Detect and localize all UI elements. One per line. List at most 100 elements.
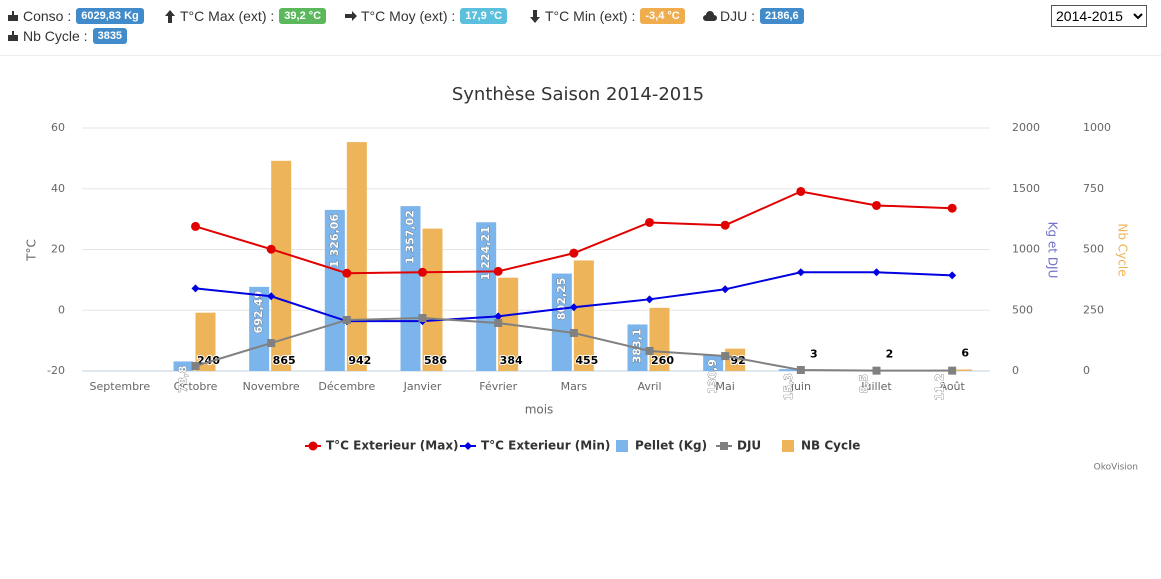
point	[494, 312, 503, 321]
y2-tick-label: 1000	[1012, 243, 1040, 256]
stat-badge: -3,4 °C	[640, 8, 685, 24]
stat-badge: 6029,83 Kg	[76, 8, 144, 24]
x-axis-title: mois	[525, 403, 554, 417]
x-tick-label: Septembre	[90, 380, 151, 393]
data-label: 802,25	[555, 278, 568, 320]
point	[267, 339, 276, 348]
point	[191, 284, 200, 293]
point	[266, 244, 276, 254]
legend-label: Pellet (Kg)	[635, 439, 707, 453]
legend-marker	[464, 442, 472, 450]
stat: Conso :6029,83 Kg	[6, 8, 144, 24]
data-label: 1 326,06	[328, 214, 341, 268]
legend-label: NB Cycle	[801, 439, 860, 453]
stat-label: T°C Moy (ext) :	[361, 8, 456, 24]
stat-icon	[345, 11, 357, 21]
y-tick-label: 0	[58, 303, 65, 316]
icon-shape	[530, 10, 540, 23]
data-label: 6	[961, 347, 969, 360]
x-tick-label: Novembre	[243, 380, 300, 393]
y2-tick-label: 0	[1012, 364, 1019, 377]
y-tick-label: 20	[51, 243, 65, 256]
point	[948, 366, 957, 375]
season-select[interactable]: 2014-2015	[1051, 5, 1147, 27]
x-tick-label: Août	[939, 380, 965, 393]
stat-badge: 17,9 °C	[460, 8, 508, 24]
bar	[249, 286, 270, 371]
data-label: 383,1	[631, 328, 644, 363]
point	[191, 221, 200, 231]
point	[569, 328, 578, 337]
data-label: 260	[651, 354, 674, 367]
point	[493, 266, 503, 276]
stat: Nb Cycle :3835	[6, 28, 128, 44]
stat-label: Nb Cycle :	[23, 28, 88, 44]
bar	[952, 369, 973, 371]
point	[191, 362, 200, 371]
legend-swatch	[782, 440, 794, 452]
point	[645, 346, 654, 355]
stat-badge: 2186,6	[760, 8, 804, 24]
y3-tick-label: 250	[1083, 303, 1104, 316]
point	[721, 285, 730, 294]
data-label: 92	[731, 354, 746, 367]
stat-badge: 3835	[92, 28, 128, 44]
x-tick-label: Octobre	[174, 380, 218, 393]
legend-swatch	[616, 440, 628, 452]
y3-axis-title: Nb Cycle	[1116, 223, 1130, 276]
y3-tick-label: 750	[1083, 182, 1104, 195]
point	[342, 315, 351, 324]
point	[796, 186, 806, 196]
data-label: 692,49	[252, 291, 265, 333]
data-label: 78,8	[177, 365, 190, 392]
stat-label: DJU :	[720, 8, 755, 24]
y2-axis-title: Kg et DJU	[1046, 222, 1060, 279]
stat-icon	[165, 10, 175, 23]
stat: T°C Moy (ext) :17,9 °C	[344, 8, 508, 24]
point	[948, 271, 957, 280]
x-tick-label: Mai	[716, 380, 735, 393]
point	[494, 319, 503, 328]
point	[720, 220, 730, 230]
point	[796, 268, 805, 277]
bar	[195, 312, 216, 371]
bar	[551, 273, 572, 371]
x-tick-label: Janvier	[403, 380, 442, 393]
stat: T°C Max (ext) :39,2 °C	[163, 8, 327, 24]
point	[418, 267, 427, 277]
chart-title: Synthèse Saison 2014-2015	[452, 84, 704, 105]
stat: T°C Min (ext) : -3,4 °C	[528, 8, 685, 24]
point	[342, 268, 352, 278]
stat-icon	[703, 11, 717, 21]
bar	[173, 361, 194, 371]
x-tick-label: Avril	[637, 380, 661, 393]
bar	[422, 228, 443, 371]
point	[418, 314, 427, 323]
stat-icon	[8, 31, 18, 41]
bar	[400, 206, 421, 371]
data-label: 384	[500, 354, 523, 367]
y-axis-title: T°C	[25, 239, 39, 262]
icon-shape	[345, 11, 357, 21]
point	[645, 217, 654, 227]
y2-tick-label: 500	[1012, 303, 1033, 316]
data-label: 8,5	[858, 374, 871, 394]
y-tick-label: 60	[51, 121, 65, 134]
bar	[725, 348, 746, 371]
point	[947, 203, 957, 213]
data-label: 586	[424, 354, 447, 367]
y3-tick-label: 500	[1083, 243, 1104, 256]
x-tick-label: Décembre	[318, 380, 375, 393]
point	[721, 352, 730, 361]
bar	[346, 142, 367, 371]
bar	[573, 260, 594, 371]
data-label: 130,9	[706, 359, 719, 394]
data-label: 3	[810, 347, 818, 360]
stat-label: T°C Min (ext) :	[545, 8, 636, 24]
data-label: 1 224,21	[479, 226, 492, 280]
legend-label: T°C Exterieur (Min)	[481, 439, 610, 453]
y-tick-label: -20	[47, 364, 65, 377]
icon-shape	[8, 11, 18, 21]
